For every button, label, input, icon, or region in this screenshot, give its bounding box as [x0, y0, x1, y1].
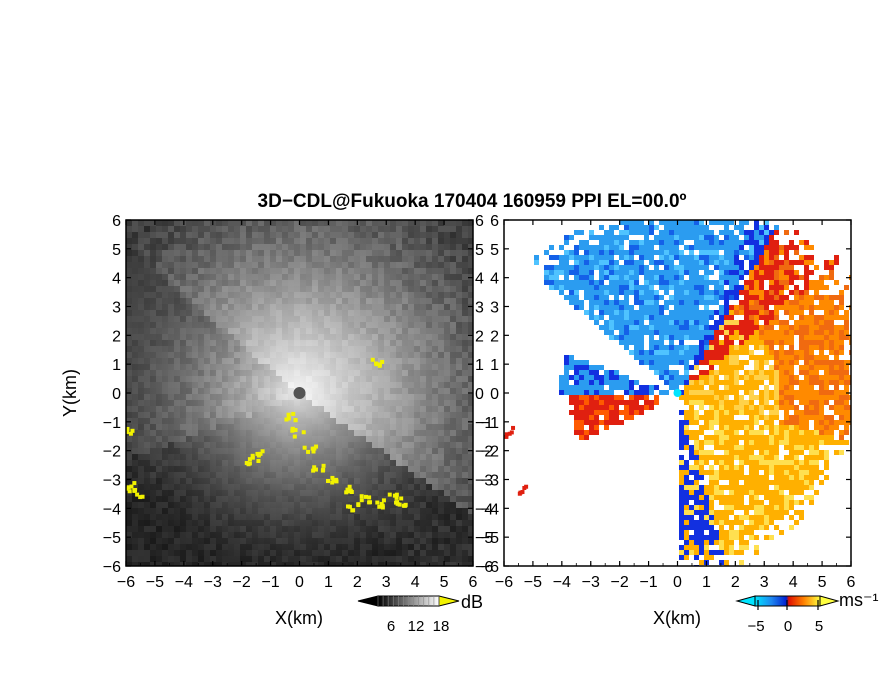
reflectivity-right-y-tick-label: −6	[475, 559, 493, 576]
velocity-x-tick-label: 3	[760, 574, 769, 591]
velocity-y-tick-label: −5	[481, 530, 499, 547]
velocity-colorbar-unit: ms⁻¹	[839, 590, 879, 610]
reflectivity-x-tick-label: 3	[382, 574, 391, 591]
velocity-colorbar-tick: 5	[815, 618, 823, 635]
reflectivity-right-y-tick-label: −3	[475, 473, 493, 490]
reflectivity-colorbar-unit: dB	[461, 592, 483, 612]
reflectivity-x-tick-label: 6	[469, 574, 478, 591]
reflectivity-y-tick-label: −3	[103, 473, 121, 490]
reflectivity-x-tick-label: −2	[233, 574, 251, 591]
velocity-y-tick-label: 6	[490, 213, 499, 230]
reflectivity-field	[126, 220, 473, 566]
reflectivity-y-tick-label: −5	[103, 530, 121, 547]
reflectivity-x-tick-label: 4	[411, 574, 420, 591]
reflectivity-x-tick-label: −6	[117, 574, 135, 591]
velocity-y-tick-label: −2	[481, 444, 499, 461]
reflectivity-colorbar: 6 12 18 dB	[357, 592, 483, 635]
reflectivity-y-tick-label: 6	[112, 213, 121, 230]
velocity-panel: −6 −5 −4 −3 −2 −1 0 1 2 3 4 5 6 6 5 4 3 2 1 0 −1 −2 −3 −4 −5 −6 X…	[481, 213, 856, 628]
velocity-x-tick-label: 5	[818, 574, 827, 591]
reflectivity-right-y-tick-label: −4	[475, 501, 493, 518]
velocity-y-tick-label: −3	[481, 473, 499, 490]
reflectivity-y-tick-label: 4	[112, 271, 121, 288]
velocity-axes: −6 −5 −4 −3 −2 −1 0 1 2 3 4 5 6 6 5 4 3 2 1 0 −1 −2 −3 −4 −5 −6	[481, 213, 856, 591]
reflectivity-right-y-tick-label: 3	[475, 300, 484, 317]
velocity-y-tick-label: −1	[481, 415, 499, 432]
reflectivity-xlabel: X(km)	[275, 608, 323, 628]
reflectivity-right-y-tick-label: 0	[475, 386, 484, 403]
reflectivity-x-tick-label: −1	[261, 574, 279, 591]
velocity-x-tick-label: −5	[524, 574, 542, 591]
reflectivity-right-y-tick-label: 4	[475, 271, 484, 288]
figure-title: 3D−CDL@Fukuoka 170404 160959 PPI EL=00.0…	[258, 191, 687, 212]
reflectivity-x-tick-label: 1	[324, 574, 333, 591]
velocity-colorbar-high-arrow	[819, 595, 840, 607]
reflectivity-panel: −6 −5 −4 −3 −2 −1 0 1 2 3 4 5 66 65 54 43 32 21 10 0−1 −1−2−…	[60, 213, 494, 628]
reflectivity-right-y-tick-label: −1	[475, 415, 493, 432]
reflectivity-right-y-tick-label: −5	[475, 530, 493, 547]
reflectivity-right-y-tick-label: 5	[475, 242, 484, 259]
velocity-y-tick-label: 4	[490, 271, 499, 288]
reflectivity-colorbar-tick: 6	[387, 618, 395, 635]
reflectivity-right-y-tick-label: −2	[475, 444, 493, 461]
reflectivity-right-y-tick-label: 1	[475, 357, 484, 374]
velocity-x-tick-label: 2	[731, 574, 740, 591]
reflectivity-axes: −6 −5 −4 −3 −2 −1 0 1 2 3 4 5 66 65 54 43 32 21 10 0−1 −1−2−…	[103, 213, 494, 591]
reflectivity-colorbar-tick: 12	[408, 618, 425, 635]
velocity-x-tick-label: 1	[702, 574, 711, 591]
reflectivity-y-tick-label: 1	[112, 357, 121, 374]
reflectivity-colorbar-tick: 18	[433, 618, 450, 635]
reflectivity-colorbar-high-arrow	[438, 595, 460, 607]
velocity-colorbar-tick: 0	[784, 618, 792, 635]
velocity-y-tick-label: 3	[490, 300, 499, 317]
velocity-x-tick-label: −3	[582, 574, 600, 591]
velocity-x-tick-label: 6	[847, 574, 856, 591]
velocity-colorbar-low-arrow	[735, 595, 756, 607]
velocity-x-tick-label: −4	[553, 574, 571, 591]
velocity-y-tick-label: 0	[490, 386, 499, 403]
reflectivity-x-tick-label: 5	[440, 574, 449, 591]
reflectivity-x-tick-label: 2	[353, 574, 362, 591]
velocity-field	[504, 220, 851, 566]
velocity-colorbar-tick: −5	[747, 618, 764, 635]
velocity-x-tick-label: −1	[639, 574, 657, 591]
reflectivity-ylabel: Y(km)	[60, 369, 80, 417]
velocity-y-tick-label: −6	[481, 559, 499, 576]
reflectivity-y-tick-label: 0	[112, 386, 121, 403]
reflectivity-right-y-tick-label: 2	[475, 328, 484, 345]
reflectivity-y-tick-label: 5	[112, 242, 121, 259]
velocity-x-tick-label: 0	[673, 574, 682, 591]
velocity-y-tick-label: 5	[490, 242, 499, 259]
velocity-x-tick-label: 4	[789, 574, 798, 591]
reflectivity-x-tick-label: −4	[175, 574, 193, 591]
reflectivity-y-tick-label: 2	[112, 328, 121, 345]
velocity-xlabel: X(km)	[653, 608, 701, 628]
velocity-x-tick-label: −2	[611, 574, 629, 591]
reflectivity-y-tick-label: −2	[103, 444, 121, 461]
reflectivity-y-tick-label: −6	[103, 559, 121, 576]
reflectivity-right-y-tick-label: 6	[475, 213, 484, 230]
reflectivity-y-tick-label: −1	[103, 415, 121, 432]
reflectivity-x-tick-label: −3	[204, 574, 222, 591]
reflectivity-y-tick-label: 3	[112, 300, 121, 317]
velocity-colorbar: −5 0 5 ms⁻¹	[735, 590, 879, 635]
reflectivity-x-tick-label: −5	[146, 574, 164, 591]
velocity-x-tick-label: −6	[495, 574, 513, 591]
reflectivity-colorbar-low-arrow	[357, 595, 379, 607]
reflectivity-y-tick-label: −4	[103, 501, 121, 518]
reflectivity-x-tick-label: 0	[295, 574, 304, 591]
velocity-y-tick-label: −4	[481, 501, 499, 518]
velocity-y-tick-label: 2	[490, 328, 499, 345]
velocity-y-tick-label: 1	[490, 357, 499, 374]
